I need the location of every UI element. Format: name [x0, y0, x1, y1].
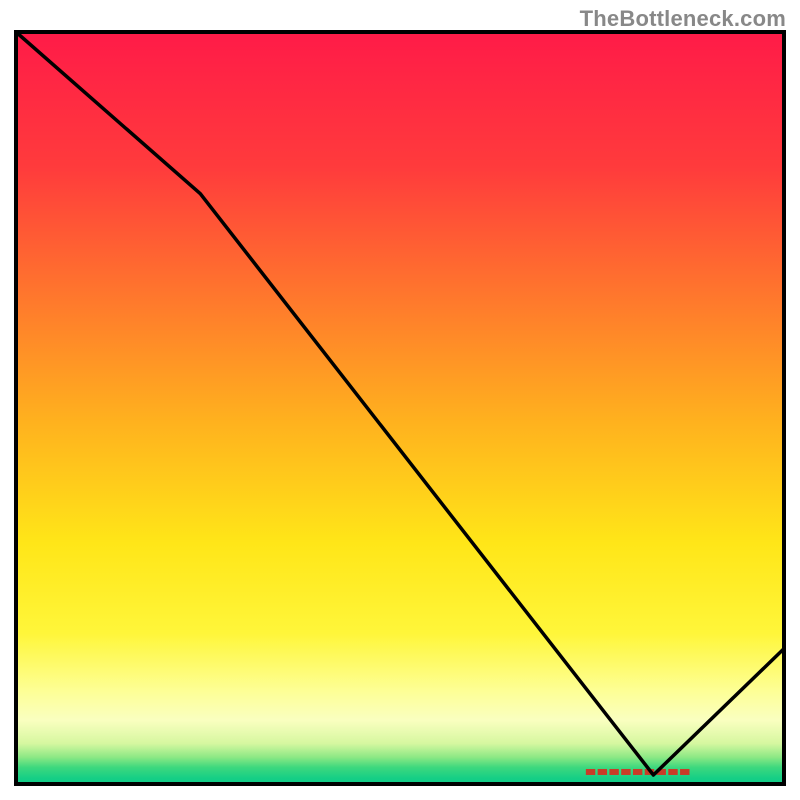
optimum-marker-segment [668, 769, 677, 775]
optimum-marker-segment [598, 769, 607, 775]
optimum-marker-segment [633, 769, 642, 775]
chart-background [16, 32, 784, 784]
optimum-marker-segment [621, 769, 630, 775]
optimum-marker-segment [609, 769, 618, 775]
chart-container: TheBottleneck.com [0, 0, 800, 800]
optimum-marker-segment [680, 769, 689, 775]
optimum-marker-segment [586, 769, 595, 775]
performance-chart [0, 0, 800, 800]
